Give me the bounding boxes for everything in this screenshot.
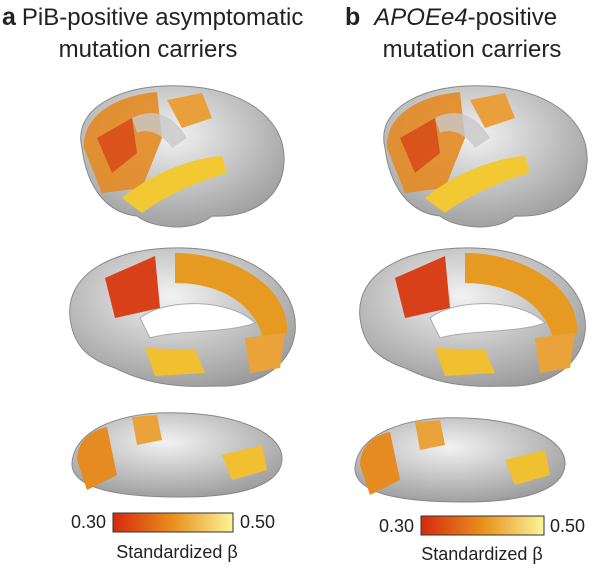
- brain-lateral: [80, 85, 285, 228]
- colorbar-label: Standardized β: [116, 542, 237, 562]
- panel-title: APOEe4: [372, 4, 467, 31]
- colorbar: [420, 515, 545, 536]
- panel-letter: a: [2, 3, 17, 31]
- brain-ventral: [71, 412, 283, 498]
- panel-letter: a PiB-positive asymptomatic: [2, 3, 303, 31]
- brain-ventral: [354, 417, 566, 503]
- panel-title: mutation carriers: [383, 36, 562, 63]
- brain-lateral: [383, 85, 588, 228]
- colorbar-min: 0.30: [379, 516, 414, 536]
- colorbar-label: Standardized β: [421, 544, 542, 564]
- panel-letter: b: [345, 3, 360, 31]
- colorbar: [112, 512, 234, 533]
- brain-medial: [69, 247, 296, 387]
- panel-letter: b APOEe4-positive: [345, 3, 557, 31]
- brain-medial: [359, 247, 586, 387]
- panel-b: b APOEe4-positive mutation carriers 0.30 …: [345, 3, 588, 564]
- panel-title: PiB-positive asymptomatic: [22, 4, 303, 31]
- panel-a: a PiB-positive asymptomatic mutation carr…: [2, 3, 303, 562]
- colorbar-min: 0.30: [71, 512, 106, 532]
- colorbar-max: 0.50: [240, 512, 275, 532]
- panel-title: mutation carriers: [59, 36, 238, 63]
- panel-title: -positive: [468, 4, 557, 31]
- colorbar-max: 0.50: [550, 516, 585, 536]
